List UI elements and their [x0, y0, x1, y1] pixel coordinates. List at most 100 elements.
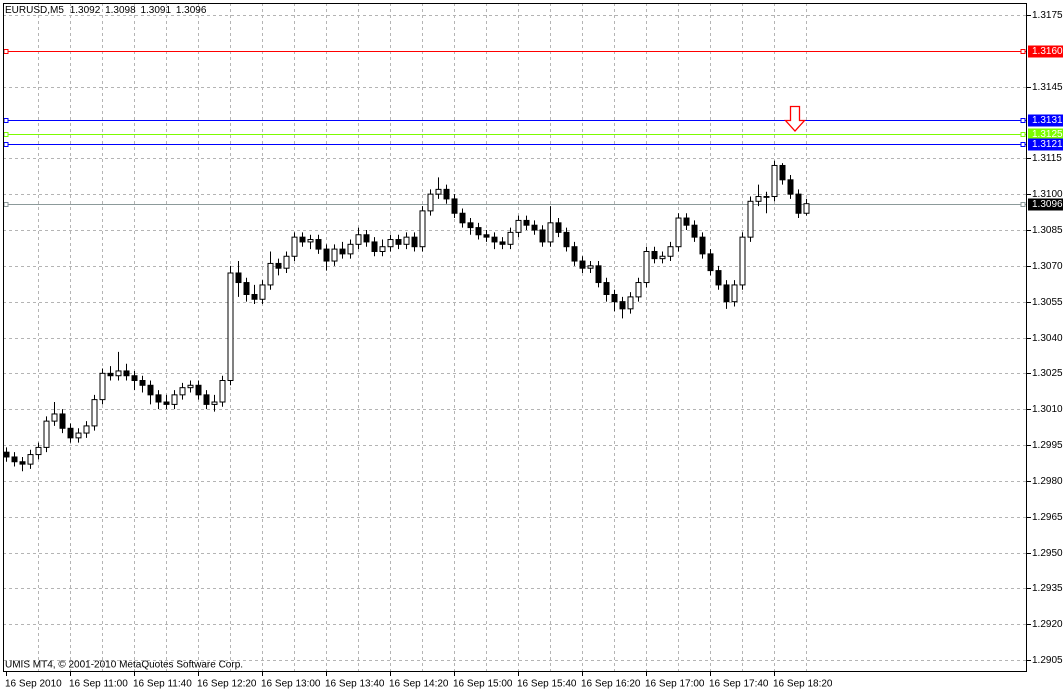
level-marker — [1020, 142, 1026, 147]
level-label: 1.3131 — [1032, 115, 1063, 126]
candle-body — [379, 246, 386, 252]
level-marker — [1020, 49, 1026, 54]
level-label: 1.3160 — [1032, 46, 1063, 57]
candle-body — [483, 234, 490, 238]
candle-body — [355, 234, 362, 245]
candle-body — [363, 234, 370, 243]
candle-body — [651, 250, 658, 260]
sell-arrow — [784, 105, 806, 132]
y-tick-label: 1.3115 — [1032, 153, 1062, 164]
x-tick-label: 16 Sep 16:20 — [581, 679, 641, 690]
candle-body — [387, 239, 394, 248]
y-tick-label: 1.3040 — [1032, 333, 1063, 344]
candle-body — [635, 282, 642, 298]
candle-body — [59, 413, 66, 429]
level-marker — [1020, 202, 1026, 207]
candle-body — [539, 229, 546, 243]
y-tick-label: 1.3145 — [1032, 82, 1063, 93]
candle-body — [267, 262, 274, 286]
candle-body — [787, 179, 794, 195]
candle-body — [91, 399, 98, 427]
x-tick-label: 16 Sep 17:40 — [709, 679, 769, 690]
candle-body — [3, 451, 10, 458]
candle-body — [627, 296, 634, 310]
candle-body — [731, 284, 738, 303]
y-tick-label: 1.3010 — [1032, 404, 1063, 415]
candle-body — [611, 293, 618, 303]
header: EURUSD,M5 1.3092 1.3098 1.3091 1.3096 — [5, 5, 207, 16]
candle-body — [747, 200, 754, 238]
candle-body — [403, 236, 410, 245]
level-marker — [1020, 118, 1026, 123]
candle-body — [443, 188, 450, 200]
candle-body — [523, 219, 530, 226]
candle-body — [451, 198, 458, 214]
candle-body — [259, 284, 266, 300]
x-tick-label: 16 Sep 11:40 — [133, 679, 192, 690]
candle-body — [147, 384, 154, 396]
candle-body — [187, 384, 194, 389]
level-label-box — [1028, 198, 1063, 211]
y-tick-label: 1.3025 — [1032, 368, 1063, 379]
level-marker — [3, 49, 9, 54]
x-tick-label: 16 Sep 18:20 — [773, 679, 833, 690]
candle-body — [171, 394, 178, 405]
candle-body — [419, 210, 426, 248]
candle-body — [803, 203, 810, 214]
candle-body — [595, 265, 602, 284]
level-label-box — [1028, 138, 1063, 151]
candle-body — [459, 212, 466, 224]
candle-body — [675, 217, 682, 248]
candle-body — [51, 413, 58, 422]
candle-body — [491, 236, 498, 243]
x-tick-label: 16 Sep 13:40 — [325, 679, 385, 690]
candle-body — [659, 255, 666, 260]
header-high: 1.3098 — [105, 5, 136, 16]
y-tick-label: 1.2965 — [1032, 512, 1063, 523]
candle-body — [11, 456, 18, 463]
symbol: EURUSD,M5 — [5, 5, 64, 16]
candle-body — [507, 231, 514, 245]
candle-body — [435, 188, 442, 195]
level-marker — [3, 142, 9, 147]
candle-body — [107, 372, 114, 377]
candle-body — [795, 193, 802, 214]
level-label: 1.3096 — [1032, 199, 1063, 210]
candle-body — [499, 241, 506, 245]
candle-body — [587, 265, 594, 269]
candle-body — [131, 375, 138, 382]
level-label: 1.3121 — [1032, 139, 1063, 150]
candle-body — [563, 231, 570, 248]
header-low: 1.3091 — [140, 5, 171, 16]
candle-body — [779, 164, 786, 181]
candle-body — [699, 236, 706, 255]
candle-body — [155, 394, 162, 403]
candle-body — [75, 432, 82, 439]
candle-body — [771, 164, 778, 198]
candle-body — [755, 196, 762, 202]
x-tick-label: 16 Sep 13:00 — [261, 679, 321, 690]
candle-body — [411, 236, 418, 248]
candle-body — [67, 427, 74, 439]
candle-body — [739, 236, 746, 286]
candles — [3, 160, 810, 472]
y-tick-label: 1.2950 — [1032, 548, 1063, 559]
candle-body — [715, 270, 722, 286]
candle-body — [331, 248, 338, 262]
candle-body — [571, 246, 578, 262]
level-marker — [3, 118, 9, 123]
candle-body — [243, 282, 250, 295]
candle-body — [291, 236, 298, 257]
candle-body — [235, 272, 242, 284]
candle-body — [475, 227, 482, 236]
candle-body — [603, 282, 610, 295]
footer: UMIS MT4, © 2001-2010 MetaQuotes Softwar… — [5, 660, 243, 671]
candle-body — [203, 394, 210, 405]
level-marker — [3, 202, 9, 207]
candle-body — [163, 401, 170, 405]
x-tick-label: 16 Sep 2010 — [5, 679, 62, 690]
candle-body — [339, 248, 346, 255]
y-tick-label: 1.2995 — [1032, 440, 1063, 451]
